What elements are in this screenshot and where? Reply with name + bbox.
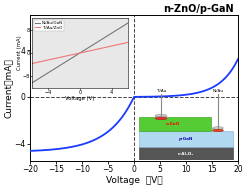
X-axis label: Voltage  （V）: Voltage （V） — [106, 176, 162, 185]
Y-axis label: Current（mA）: Current（mA） — [4, 58, 13, 118]
Text: n-ZnO/p-GaN: n-ZnO/p-GaN — [163, 4, 234, 14]
